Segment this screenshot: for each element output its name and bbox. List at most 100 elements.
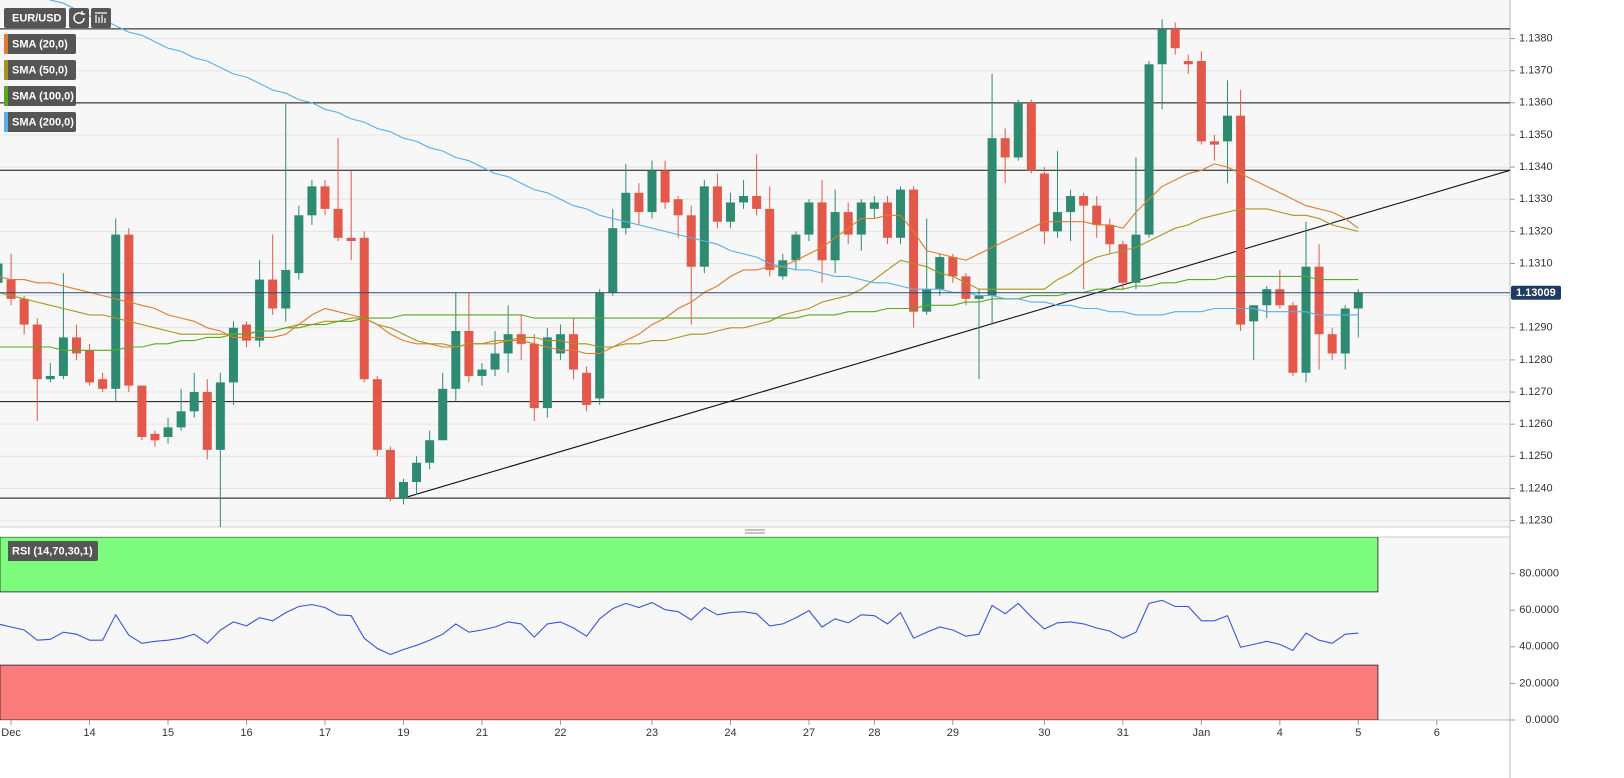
candle-body [974,295,984,299]
candle-body [320,186,330,209]
candle-body [307,186,317,216]
legend-label: SMA (50,0) [12,64,68,76]
candle-body [529,343,539,409]
candle-body [45,375,55,380]
candle-body [725,202,735,222]
legend-swatch [4,112,8,132]
candle-body [477,369,487,376]
x-tick-label: 30 [1038,727,1050,739]
candle-body [1209,141,1219,145]
legend-box[interactable] [4,86,76,106]
y-tick-label: 1.1290 [1519,322,1553,334]
y-tick-label: 1.1280 [1519,354,1553,366]
candle-body [1288,305,1298,373]
legend-swatch [4,34,8,54]
legend-swatch [4,86,8,106]
y-tick-label: 1.1370 [1519,65,1553,77]
y-tick-label: 40.0000 [1519,641,1559,653]
series-line [0,163,1359,355]
candle-body [228,327,238,383]
x-tick-label: 24 [724,727,736,739]
candle-body [869,202,879,209]
x-tick-label: 6 [1434,727,1440,739]
candle-body [98,379,108,389]
candle-body [294,215,304,274]
y-tick-label: 1.1340 [1519,161,1553,173]
last-price-label: 1.13009 [1516,287,1556,299]
legend: EUR/USD SMA (20,0) SMA (50,0) SMA (100,0) S… [4,8,111,561]
symbol: EUR/USD [12,12,62,24]
candle-body [359,237,369,380]
candle-body [372,379,382,450]
panel-resize-handle[interactable] [745,529,765,534]
settings-icon [95,12,107,23]
candle-body [1026,102,1036,171]
x-tick-label: Dec [1,727,21,739]
candle-body [686,215,696,267]
x-tick-label: 14 [83,727,95,739]
candle-body [739,196,749,203]
legend-label: SMA (100,0) [12,90,74,102]
price-layer [0,0,1510,527]
candle-body [673,199,683,216]
y-tick-label: 1.1320 [1519,225,1553,237]
candle-body [765,208,775,270]
candle-body [791,234,801,261]
legend-box[interactable] [4,112,76,132]
candle-body [1118,244,1128,283]
candle-body [1157,28,1167,65]
candle-body [1327,334,1337,354]
candle-body [333,208,343,238]
rsi-layer [0,537,1379,720]
candle-body [1105,224,1115,245]
settings-button[interactable] [91,8,111,28]
candle-body [255,279,265,341]
legend-swatch [4,541,8,561]
candle-body [464,330,474,376]
y-tick-label: 1.1250 [1519,450,1553,462]
candle-body [1340,308,1350,354]
candle-body [385,449,395,499]
candle-body [922,289,932,312]
candle-body [268,279,278,309]
x-tick-label: 4 [1277,727,1283,739]
candle-body [1092,205,1102,225]
candle-body [490,353,500,370]
candle-body [1196,61,1206,142]
candle-body [503,334,513,354]
axes: 1.1230 1.1240 1.1250 1.1260 1.1270 1.1280 1.12… [1,32,1561,739]
candle-body [948,257,958,277]
legend-box[interactable] [4,60,76,80]
x-tick-label: 23 [646,727,658,739]
rsi-zone [0,664,1379,720]
legend-box[interactable] [4,541,98,561]
candle-body [843,212,853,235]
candle-body [412,462,422,483]
y-tick-label: 80.0000 [1519,568,1559,580]
candle-body [896,189,906,238]
candle-body [1066,196,1076,213]
legend-label: SMA (200,0) [12,116,74,128]
candle-body [202,392,212,450]
y-tick-label: 1.1310 [1519,257,1553,269]
series-line [0,599,1359,656]
candle-body [215,382,225,450]
trend-line [403,169,1510,499]
y-tick-label: 20.0000 [1519,677,1559,689]
candle-body [778,260,788,277]
x-tick-label: 31 [1117,727,1129,739]
candle-body [281,269,291,309]
candle-body [621,192,631,229]
candle-body [712,186,722,222]
candle-body [516,334,526,344]
y-tick-label: 1.1360 [1519,97,1553,109]
symbol-box[interactable] [4,8,66,28]
candle-body [0,263,3,283]
y-tick-label: 1.1270 [1519,386,1553,398]
candle-body [804,202,814,235]
x-tick-label: 29 [947,727,959,739]
legend-box[interactable] [4,34,76,54]
y-tick-label: 1.1350 [1519,129,1553,141]
refresh-button[interactable] [69,8,89,28]
